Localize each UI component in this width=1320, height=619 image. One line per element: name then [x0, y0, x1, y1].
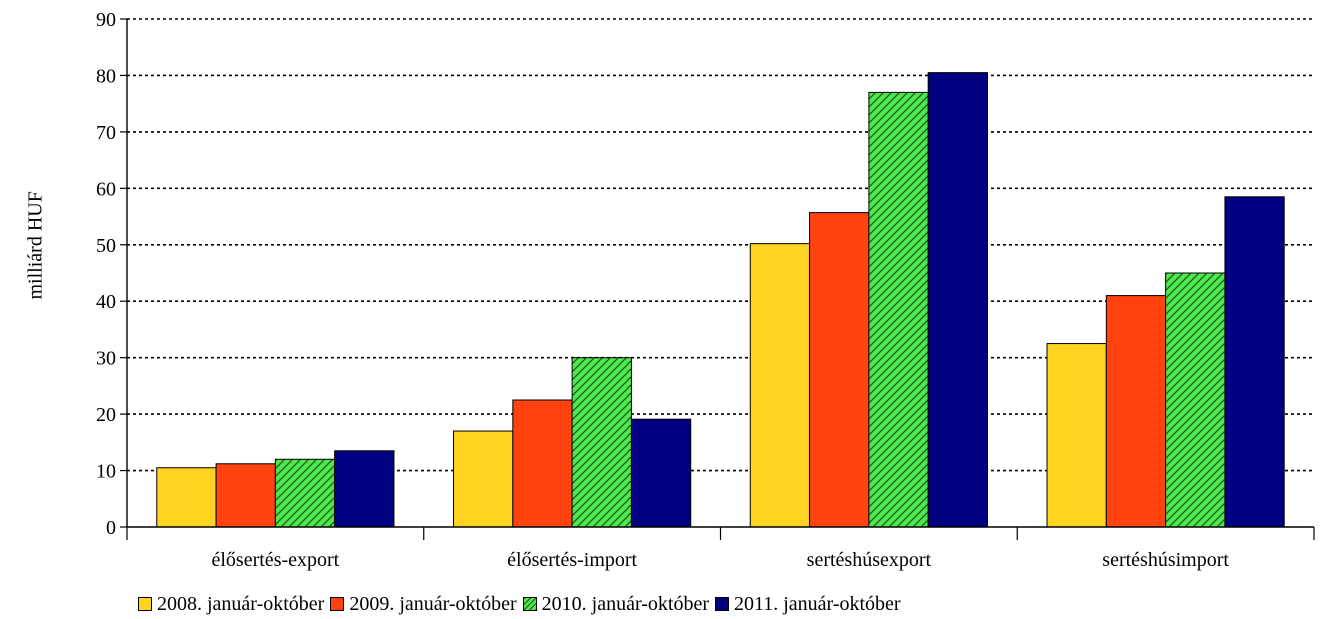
y-tick-label: 50 — [96, 235, 116, 257]
bar — [630, 418, 692, 528]
bar — [1046, 343, 1107, 528]
bar — [334, 450, 395, 528]
x-tick-label: élősertés-import — [507, 549, 637, 571]
y-tick-label: 10 — [96, 461, 116, 483]
legend-label: 2009. január-október — [349, 592, 517, 615]
bar — [927, 72, 988, 528]
bar — [868, 91, 929, 528]
tick-labels: 0 10 20 30 40 50 60 70 80 90 élősertés-export élőse… — [96, 9, 1229, 571]
legend-swatch — [522, 597, 537, 611]
bar — [453, 430, 514, 528]
y-tick-label: 90 — [96, 9, 116, 31]
legend-swatch — [714, 597, 729, 611]
bar — [215, 463, 276, 528]
y-tick-label: 40 — [96, 291, 116, 313]
y-tick-label: 80 — [96, 65, 116, 87]
x-tick-label: sertéshúsimport — [1102, 549, 1229, 571]
legend-swatch — [138, 597, 152, 611]
bar — [274, 458, 336, 528]
y-tick-label: 0 — [106, 517, 116, 539]
bar-chart: 0 10 20 30 40 50 60 70 80 90 élősertés-export élőse… — [96, 9, 1315, 571]
bar — [571, 357, 632, 528]
y-tick-label: 20 — [96, 404, 116, 426]
y-tick-label: 70 — [96, 122, 116, 144]
legend-item: 2010. január-október — [522, 592, 709, 616]
bar — [1224, 196, 1285, 528]
legend-item: 2008. január-október — [138, 593, 324, 616]
bar — [749, 243, 811, 528]
legend-item: 2009. január-október — [330, 592, 517, 616]
x-tick-label: élősertés-export — [212, 549, 340, 571]
y-tick-label: 30 — [96, 348, 116, 370]
legend-label: 2011. január-október — [733, 592, 901, 615]
legend-label: 2008. január-október — [157, 592, 325, 615]
axes — [120, 18, 1315, 540]
legend-label: 2010. január-október — [541, 592, 709, 615]
bar — [1165, 272, 1226, 528]
bar — [1105, 295, 1167, 528]
x-tick-label: sertéshúsexport — [807, 549, 932, 571]
bar — [512, 399, 573, 528]
bars — [156, 72, 1285, 528]
y-tick-label: 60 — [96, 178, 116, 200]
y-axis-label: milliárd HUF — [24, 191, 47, 300]
legend-swatch — [330, 597, 345, 611]
legend-item: 2011. január-október — [714, 592, 901, 616]
bar — [156, 467, 217, 528]
bar — [809, 212, 870, 528]
legend: 2008. január-október 2009. január-október… — [138, 590, 907, 618]
